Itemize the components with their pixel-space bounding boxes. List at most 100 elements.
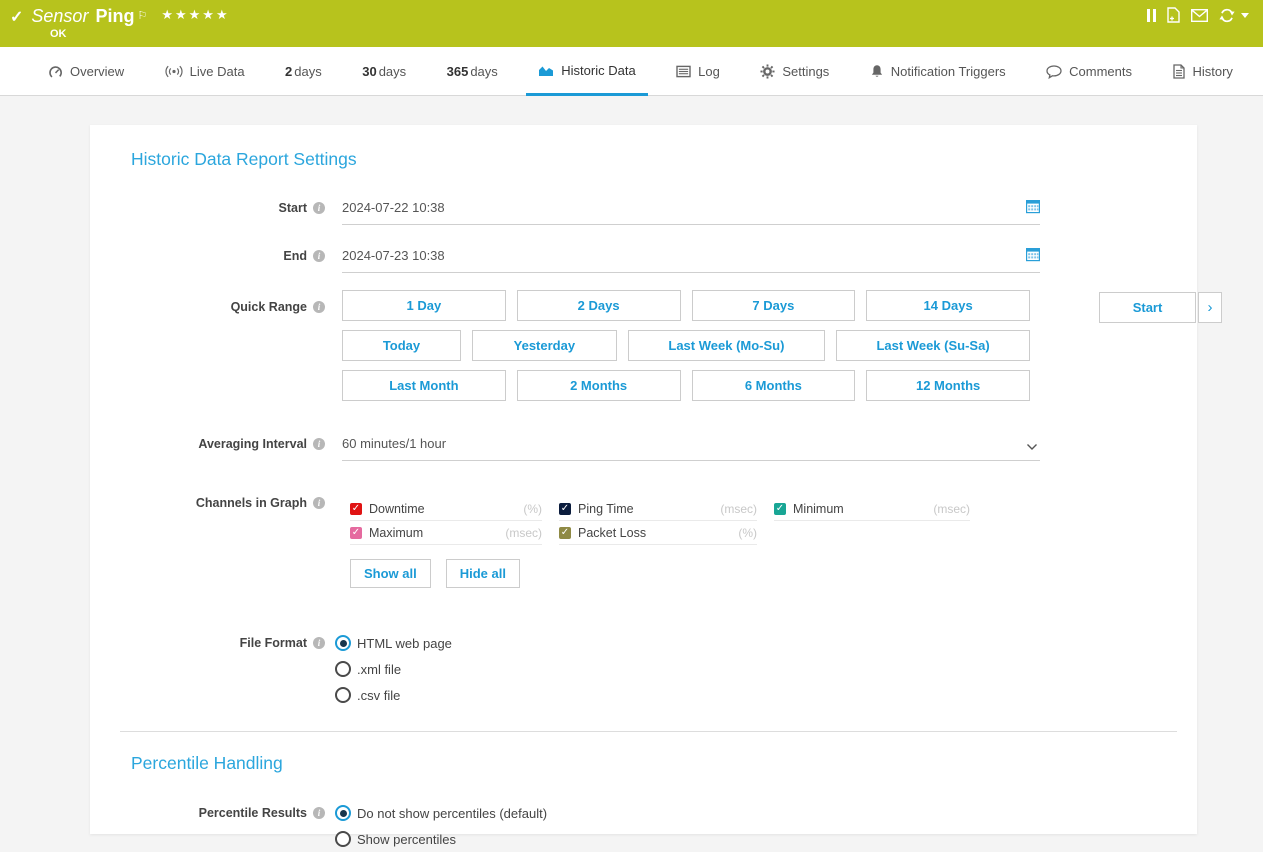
radio-selected[interactable] — [335, 635, 351, 651]
file-format-option-xml[interactable]: .xml file — [335, 656, 1033, 682]
quick-range-6-months-button[interactable]: 6 Months — [692, 370, 856, 401]
historic-data-panel: Historic Data Report Settings Start i 20… — [90, 125, 1197, 834]
file-format-option-html[interactable]: HTML web page — [335, 630, 1033, 656]
channel-downtime[interactable]: ✓ Downtime (%) — [350, 498, 542, 521]
bell-icon — [870, 64, 884, 79]
file-format-option-csv[interactable]: .csv file — [335, 682, 1033, 708]
gauge-icon — [48, 65, 63, 79]
tab-label: Historic Data — [561, 63, 635, 78]
tab-label: Settings — [782, 64, 829, 79]
tab-history[interactable]: History — [1160, 47, 1244, 96]
averaging-label-cell: Averaging Interval i — [131, 434, 325, 454]
refresh-icon[interactable] — [1219, 8, 1235, 23]
radio-unselected[interactable] — [335, 661, 351, 677]
tab-settings[interactable]: Settings — [748, 47, 841, 96]
content-area: Historic Data Report Settings Start i 20… — [0, 96, 1263, 834]
tab-label: Notification Triggers — [891, 64, 1006, 79]
quick-range-2-months-button[interactable]: 2 Months — [517, 370, 681, 401]
file-format-row: File Format i HTML web page .xml file .c… — [131, 630, 1157, 708]
channel-maximum[interactable]: ✓ Maximum (msec) — [350, 522, 542, 545]
info-icon[interactable]: i — [313, 637, 325, 649]
tab-label: Live Data — [190, 64, 245, 79]
tab-historic-data[interactable]: Historic Data — [526, 47, 647, 96]
info-icon[interactable]: i — [313, 438, 325, 450]
quick-range-row: Quick Range i 1 Day 2 Days 7 Days 14 Day… — [131, 290, 1157, 401]
quick-range-last-week-su-sa-button[interactable]: Last Week (Su-Sa) — [836, 330, 1030, 361]
tab-label: Log — [698, 64, 720, 79]
percentile-results-row: Percentile Results i Do not show percent… — [131, 800, 1157, 852]
channel-minimum[interactable]: ✓ Minimum (msec) — [774, 498, 970, 521]
quick-range-7-days-button[interactable]: 7 Days — [692, 290, 856, 321]
calendar-icon[interactable] — [1026, 247, 1040, 265]
tab-notification-triggers[interactable]: Notification Triggers — [858, 47, 1018, 96]
percentile-results-label: Percentile Results — [199, 806, 307, 820]
channel-ping-time[interactable]: ✓ Ping Time (msec) — [559, 498, 757, 521]
quick-range-12-months-button[interactable]: 12 Months — [866, 370, 1030, 401]
end-date-input[interactable]: 2024-07-23 10:38 — [342, 246, 1040, 273]
flag-icon[interactable]: ⚐ — [137, 10, 147, 22]
hide-all-button[interactable]: Hide all — [446, 559, 520, 588]
email-icon[interactable] — [1191, 9, 1208, 22]
tab-365-days[interactable]: 365days — [435, 47, 510, 96]
start-label-cell: Start i — [131, 198, 325, 218]
broadcast-icon — [165, 65, 183, 78]
info-icon[interactable]: i — [313, 807, 325, 819]
channel-checkbox-minimum[interactable]: ✓ — [774, 503, 786, 515]
log-list-icon — [676, 65, 691, 78]
averaging-interval-select[interactable]: 60 minutes/1 hour — [342, 434, 1040, 461]
section-title-report-settings: Historic Data Report Settings — [131, 149, 1157, 170]
info-icon[interactable]: i — [313, 202, 325, 214]
channels-label-cell: Channels in Graph i — [131, 493, 325, 513]
end-row: End i 2024-07-23 10:38 — [131, 246, 1157, 273]
channels-in-graph-label: Channels in Graph — [196, 496, 307, 510]
channel-packet-loss[interactable]: ✓ Packet Loss (%) — [559, 522, 757, 545]
tab-30-days[interactable]: 30days — [350, 47, 418, 96]
status-ok-check-icon: ✓ — [10, 7, 23, 27]
channel-checkbox-packet-loss[interactable]: ✓ — [559, 527, 571, 539]
averaging-interval-row: Averaging Interval i 60 minutes/1 hour — [131, 434, 1157, 461]
tab-label: days — [470, 64, 497, 79]
radio-selected[interactable] — [335, 805, 351, 821]
info-icon[interactable]: i — [313, 301, 325, 313]
radio-unselected[interactable] — [335, 831, 351, 847]
channel-checkbox-downtime[interactable]: ✓ — [350, 503, 362, 515]
pause-icon[interactable] — [1147, 9, 1156, 22]
info-icon[interactable]: i — [313, 250, 325, 262]
start-report-button[interactable]: Start — [1099, 292, 1196, 323]
tab-log[interactable]: Log — [664, 47, 732, 96]
calendar-icon[interactable] — [1026, 199, 1040, 217]
info-icon[interactable]: i — [313, 497, 325, 509]
refresh-menu-caret-icon[interactable] — [1241, 13, 1249, 18]
channel-checkbox-maximum[interactable]: ✓ — [350, 527, 362, 539]
tab-comments[interactable]: Comments — [1034, 47, 1144, 96]
chevron-down-icon — [1026, 439, 1038, 454]
start-date-value: 2024-07-22 10:38 — [342, 200, 445, 215]
start-report-arrow-button[interactable]: › — [1198, 292, 1222, 323]
quick-range-2-days-button[interactable]: 2 Days — [517, 290, 681, 321]
quick-range-1-day-button[interactable]: 1 Day — [342, 290, 506, 321]
section-divider — [120, 731, 1177, 732]
quick-range-last-week-mo-su-button[interactable]: Last Week (Mo-Su) — [628, 330, 825, 361]
show-all-button[interactable]: Show all — [350, 559, 431, 588]
tab-overview[interactable]: Overview — [36, 47, 136, 96]
priority-stars[interactable]: ★★★★★ — [161, 7, 229, 23]
percentile-option-do-not-show[interactable]: Do not show percentiles (default) — [335, 800, 1033, 826]
quick-range-14-days-button[interactable]: 14 Days — [866, 290, 1030, 321]
quick-range-today-button[interactable]: Today — [342, 330, 461, 361]
tab-label: Comments — [1069, 64, 1132, 79]
quick-range-yesterday-button[interactable]: Yesterday — [472, 330, 617, 361]
quick-range-last-month-button[interactable]: Last Month — [342, 370, 506, 401]
report-document-icon[interactable] — [1167, 7, 1180, 23]
run-report-button-group: Start › — [1099, 292, 1222, 323]
averaging-interval-label: Averaging Interval — [198, 437, 307, 451]
start-date-input[interactable]: 2024-07-22 10:38 — [342, 198, 1040, 225]
tab-2-days[interactable]: 2days — [273, 47, 334, 96]
radio-unselected[interactable] — [335, 687, 351, 703]
channel-unit: (msec) — [505, 526, 542, 540]
percentile-option-show[interactable]: Show percentiles — [335, 826, 1033, 852]
gear-icon — [760, 64, 775, 79]
channel-checkbox-ping-time[interactable]: ✓ — [559, 503, 571, 515]
tab-live-data[interactable]: Live Data — [153, 47, 257, 96]
end-date-value: 2024-07-23 10:38 — [342, 248, 445, 263]
end-label-cell: End i — [131, 246, 325, 266]
